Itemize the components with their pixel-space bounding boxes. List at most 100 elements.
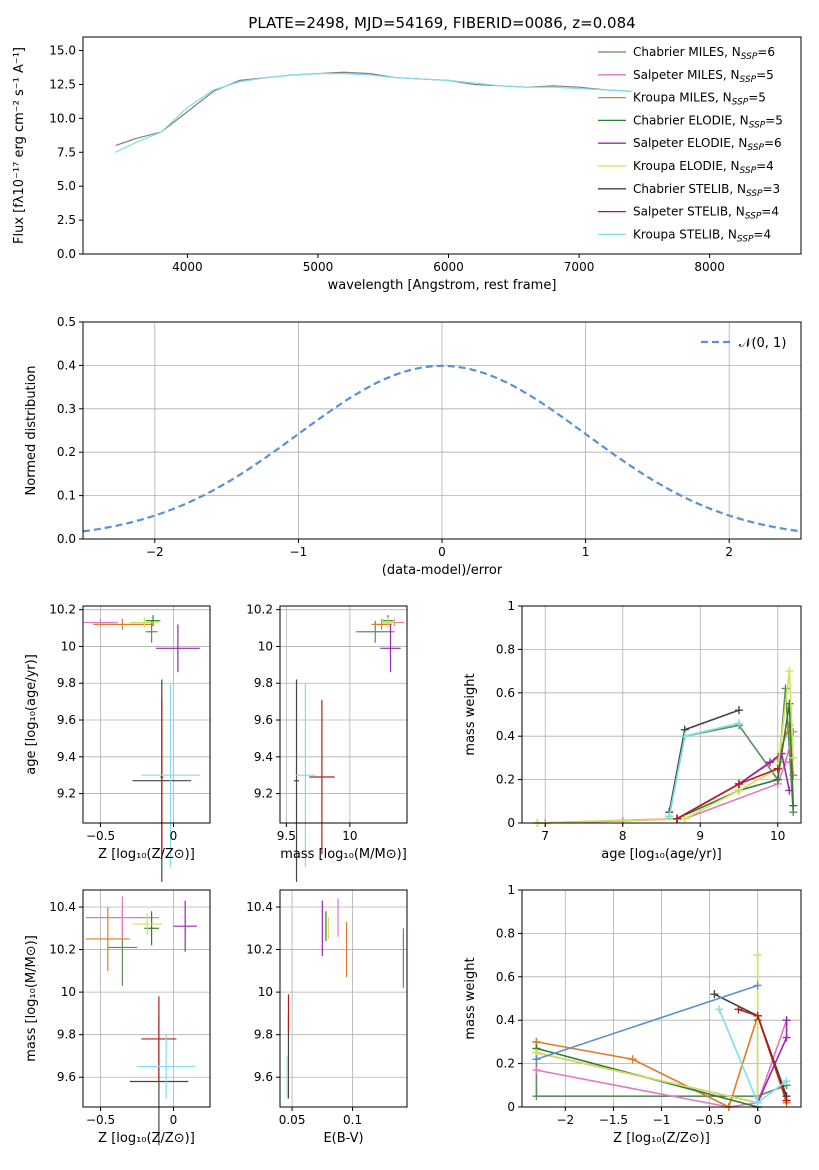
- y-tick-label: 10.4: [246, 900, 273, 914]
- y-tick-label: 0.8: [496, 926, 515, 940]
- y-tick-label: 9.6: [57, 1070, 76, 1084]
- axes-frame: [279, 605, 408, 824]
- plus-marker: [753, 951, 762, 960]
- spectrum-series-line: [115, 73, 632, 153]
- y-axis-label: Normed distribution: [24, 366, 39, 496]
- plus-marker: [789, 771, 798, 780]
- plus-marker: [628, 1055, 637, 1064]
- plus-marker: [753, 981, 762, 990]
- errorbar-point: [85, 896, 159, 939]
- plus-marker: [532, 1066, 541, 1075]
- errorbar-point: [295, 683, 316, 868]
- y-tick-label: 0.4: [496, 1013, 515, 1027]
- y-tick-label: 15.0: [49, 44, 76, 58]
- plus-marker: [665, 812, 674, 821]
- residuals-panel: 𝒩(0, 1) −2 −1 0 1 2 0.0 0.1 0.2 0.3 0.4 0.5 (data-mo…: [24, 315, 802, 578]
- mass-weight-series-line: [537, 671, 795, 824]
- plus-marker: [735, 719, 743, 728]
- legend-entry: Chabrier ELODIE, NSSP=5: [633, 113, 783, 130]
- errorbar-point: [293, 679, 300, 882]
- figure-title: PLATE=2498, MJD=54169, FIBERID=0086, z=0…: [248, 14, 635, 32]
- y-tick-label: 10.2: [246, 603, 273, 617]
- y-tick-label: 9.2: [254, 787, 273, 801]
- y-tick-label: 9.2: [57, 787, 76, 801]
- legend-entry: Kroupa MILES, NSSP=5: [633, 91, 766, 108]
- errorbar-point: [160, 699, 164, 855]
- axes-frame: [279, 889, 408, 1108]
- y-tick-label: 10: [61, 985, 76, 999]
- y-tick-label: 0.0: [57, 247, 76, 261]
- y-tick-label: 10: [258, 639, 273, 653]
- y-tick-label: 1: [507, 883, 515, 897]
- x-axis-label: age [log₁₀(age/yr)]: [601, 847, 722, 862]
- x-tick-label: 6000: [433, 260, 464, 274]
- y-tick-label: 10.2: [49, 603, 76, 617]
- y-tick-label: 12.5: [49, 77, 76, 91]
- legend-entry: Kroupa ELODIE, NSSP=4: [633, 159, 774, 176]
- y-tick-label: 0.1: [57, 489, 76, 503]
- y-tick-label: 0.4: [496, 729, 515, 743]
- y-tick-label: 10.2: [49, 943, 76, 957]
- x-tick-label: 5000: [303, 260, 334, 274]
- x-tick-label: 7000: [564, 260, 595, 274]
- legend-entry: Chabrier MILES, NSSP=6: [633, 45, 775, 62]
- plus-marker: [785, 667, 794, 676]
- x-tick-label: −0.5: [86, 1113, 115, 1127]
- errorbar-point: [155, 624, 200, 673]
- y-tick-label: 0.0: [57, 532, 76, 546]
- y-tick-label: 0.6: [496, 686, 515, 700]
- y-tick-label: 0.8: [496, 642, 515, 656]
- y-tick-label: 9.6: [57, 713, 76, 727]
- plus-marker: [753, 1098, 762, 1107]
- y-tick-label: 9.4: [57, 750, 76, 764]
- plus-marker: [782, 1016, 791, 1025]
- plus-marker: [766, 758, 774, 767]
- mass-vs-EBV-panel: 0.05 0.1 9.6 9.8 10 10.2 10.4 E(B-V): [246, 889, 408, 1146]
- y-tick-label: 0.5: [57, 315, 76, 329]
- plus-marker: [735, 779, 743, 788]
- x-tick-label: −1: [290, 545, 308, 559]
- x-tick-label: 10: [342, 829, 357, 843]
- y-tick-label: 9.6: [254, 1070, 273, 1084]
- mass-weight-series-line: [668, 688, 795, 817]
- errorbar-point: [380, 624, 401, 673]
- errorbar-point: [381, 617, 395, 629]
- errorbar-point: [93, 618, 152, 630]
- errorbar-point: [137, 1034, 196, 1099]
- errorbar-point: [132, 913, 162, 935]
- errorbar-point: [141, 683, 200, 868]
- y-axis-label: Flux [fλ10⁻¹⁷ erg cm⁻² s⁻¹ A⁻¹]: [12, 47, 27, 244]
- y-tick-label: 10: [258, 985, 273, 999]
- plus-marker: [781, 684, 790, 693]
- y-tick-label: 9.8: [57, 1028, 76, 1042]
- errorbar-point: [145, 615, 161, 627]
- axes-frame: [82, 605, 211, 824]
- errorbar-point: [83, 618, 119, 627]
- mass-weight-series-line: [718, 1009, 788, 1104]
- plus-marker: [532, 1055, 541, 1064]
- plus-marker: [789, 753, 798, 762]
- x-tick-label: 2: [725, 545, 733, 559]
- mass-weight-series-line: [536, 984, 758, 1061]
- y-tick-label: 0.6: [496, 970, 515, 984]
- x-tick-label: 0: [438, 545, 446, 559]
- plus-marker: [680, 814, 689, 823]
- y-tick-label: 10.0: [49, 111, 76, 125]
- x-tick-label: 0: [754, 1113, 762, 1127]
- plus-marker: [773, 764, 782, 773]
- legend-label: 𝒩(0, 1): [739, 336, 786, 351]
- errorbar-point: [141, 996, 177, 1082]
- x-tick-label: −2: [556, 1113, 574, 1127]
- y-tick-label: 0.2: [496, 773, 515, 787]
- legend-entry: Chabrier STELIB, NSSP=3: [633, 182, 780, 199]
- age-vs-Z-panel: −0.5 0 9.2 9.4 9.6 9.8 10 10.2 Z [log₁₀(Z/Z⊙)] ag…: [24, 603, 211, 882]
- x-tick-label: −0.5: [695, 1113, 724, 1127]
- x-tick-label: 0.05: [279, 1113, 306, 1127]
- x-axis-label: Z [log₁₀(Z/Z⊙)]: [98, 847, 195, 862]
- plus-marker: [782, 1076, 791, 1085]
- y-axis-label: mass weight: [463, 673, 478, 755]
- y-tick-label: 10: [61, 639, 76, 653]
- errorbar-point: [309, 699, 335, 855]
- plus-marker: [773, 775, 782, 784]
- x-tick-label: 8000: [694, 260, 725, 274]
